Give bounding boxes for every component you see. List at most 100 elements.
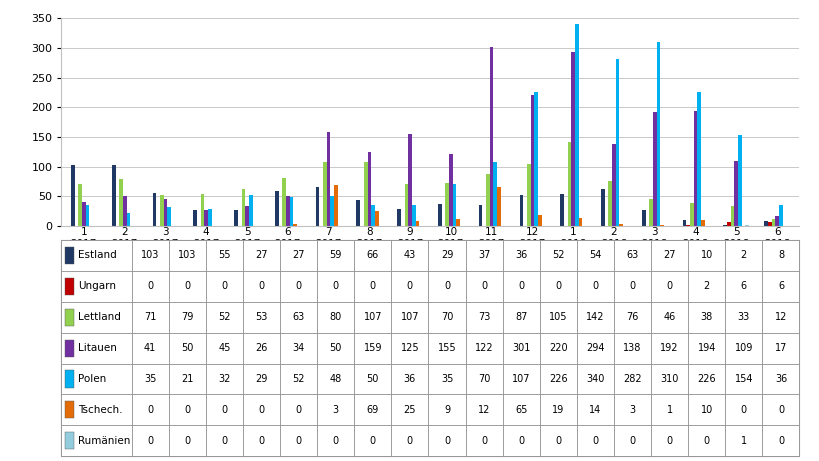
Bar [354, 395, 391, 426]
Bar [242, 301, 279, 332]
Bar [618, 224, 622, 226]
Bar [354, 364, 391, 395]
Bar [131, 426, 169, 456]
Bar [206, 301, 242, 332]
Text: 45: 45 [218, 343, 230, 353]
Text: 142: 142 [586, 312, 604, 322]
Text: 55: 55 [218, 250, 230, 260]
Bar [650, 301, 687, 332]
Text: 53: 53 [255, 312, 267, 322]
Bar [79, 184, 82, 226]
Text: Polen: Polen [78, 374, 106, 384]
Text: 0: 0 [740, 405, 746, 415]
Bar [242, 395, 279, 426]
Text: 71: 71 [144, 312, 156, 322]
Bar [206, 271, 242, 301]
Text: 52: 52 [292, 374, 305, 384]
Text: 38: 38 [699, 312, 712, 322]
Text: 19: 19 [551, 405, 563, 415]
Text: 79: 79 [181, 312, 193, 322]
Bar [502, 240, 539, 271]
Bar [286, 196, 289, 226]
Bar [391, 332, 428, 364]
Bar [650, 271, 687, 301]
Bar [280, 240, 317, 271]
Text: 2: 2 [703, 281, 709, 291]
Text: 6: 6 [740, 281, 746, 291]
Bar [408, 134, 411, 226]
Bar [725, 364, 762, 395]
Text: 1: 1 [740, 436, 746, 446]
Text: 46: 46 [663, 312, 675, 322]
Bar [391, 364, 428, 395]
FancyBboxPatch shape [61, 240, 799, 456]
Bar [539, 426, 577, 456]
Text: 0: 0 [295, 405, 301, 415]
Bar [280, 271, 317, 301]
Bar [280, 332, 317, 364]
Bar [762, 332, 799, 364]
Text: 220: 220 [549, 343, 567, 353]
Text: 0: 0 [591, 436, 598, 446]
Bar [613, 364, 650, 395]
Bar [613, 301, 650, 332]
Bar [539, 301, 577, 332]
Bar [465, 364, 502, 395]
Text: 0: 0 [147, 405, 153, 415]
Bar [567, 142, 571, 226]
Bar [578, 218, 581, 226]
Text: 14: 14 [589, 405, 601, 415]
Bar [391, 395, 428, 426]
Bar [689, 203, 693, 226]
Bar [364, 162, 367, 226]
Bar [502, 364, 539, 395]
Bar [367, 152, 371, 226]
Text: 0: 0 [554, 436, 561, 446]
Bar [465, 271, 502, 301]
Bar [613, 271, 650, 301]
Bar [167, 207, 171, 226]
Bar [428, 240, 465, 271]
Text: Ungarn: Ungarn [78, 281, 115, 291]
Bar [61, 395, 131, 426]
Text: 340: 340 [586, 374, 604, 384]
Bar [242, 189, 245, 226]
Bar [169, 240, 206, 271]
Text: 0: 0 [777, 405, 783, 415]
Text: 0: 0 [666, 436, 672, 446]
Bar [65, 340, 74, 356]
Bar [354, 332, 391, 364]
Bar [391, 271, 428, 301]
Bar [164, 199, 167, 226]
Bar [65, 278, 74, 295]
Bar [539, 332, 577, 364]
Bar [527, 164, 530, 226]
Bar [539, 271, 577, 301]
Bar [169, 426, 206, 456]
Bar [725, 240, 762, 271]
Bar [293, 224, 296, 226]
Text: 3: 3 [333, 405, 338, 415]
Text: 36: 36 [403, 374, 415, 384]
Text: 0: 0 [481, 281, 486, 291]
Bar [356, 201, 360, 226]
Text: 3: 3 [629, 405, 635, 415]
Text: 27: 27 [663, 250, 675, 260]
Bar [613, 240, 650, 271]
Text: 0: 0 [295, 436, 301, 446]
Text: 29: 29 [255, 374, 267, 384]
Text: 48: 48 [329, 374, 342, 384]
Text: 54: 54 [589, 250, 601, 260]
Bar [687, 271, 725, 301]
Text: 0: 0 [629, 436, 635, 446]
Text: 66: 66 [366, 250, 378, 260]
Bar [248, 195, 252, 226]
Text: 155: 155 [437, 343, 455, 353]
Bar [131, 332, 169, 364]
Bar [608, 181, 612, 226]
Bar [371, 205, 374, 226]
Text: 0: 0 [369, 281, 375, 291]
Text: 36: 36 [514, 250, 527, 260]
Text: 138: 138 [622, 343, 641, 353]
Text: 32: 32 [218, 374, 230, 384]
